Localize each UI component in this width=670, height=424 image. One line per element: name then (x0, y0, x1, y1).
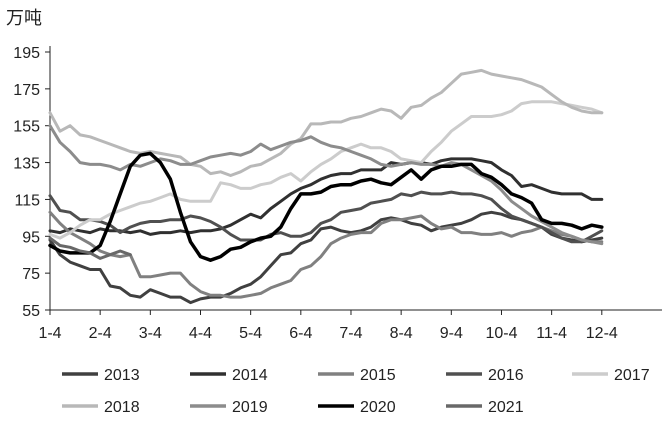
legend-item-2017: 2017 (572, 367, 650, 384)
y-tick-label: 115 (14, 192, 40, 209)
legend-item-2014: 2014 (190, 367, 268, 384)
x-tick-label: 4-4 (189, 325, 212, 342)
y-tick-label: 95 (22, 229, 40, 246)
series-line-2016 (48, 190, 604, 244)
series-line-2020 (48, 151, 604, 262)
x-tick-label: 8-4 (390, 325, 413, 342)
x-tick-label: 12-4 (586, 325, 618, 342)
legend-item-2019: 2019 (190, 399, 268, 416)
y-tick-label: 155 (13, 119, 40, 136)
x-tick-label: 11-4 (536, 325, 567, 342)
series-line-2018 (48, 68, 604, 177)
legend-label: 2014 (232, 367, 268, 384)
legend-label: 2020 (360, 399, 396, 416)
series-line-2014 (48, 157, 604, 236)
axes (45, 46, 662, 315)
legend-label: 2017 (614, 367, 650, 384)
legend-label: 2016 (488, 367, 524, 384)
x-tick-label: 1-4 (38, 325, 61, 342)
legend-item-2015: 2015 (318, 367, 396, 384)
legend-label: 2019 (232, 399, 268, 416)
y-axis-unit-label: 万吨 (6, 8, 42, 29)
legend-label: 2015 (360, 367, 396, 384)
legend-item-2020: 2020 (318, 399, 396, 416)
series-line-2019 (48, 124, 604, 246)
x-tick-label: 10-4 (485, 325, 517, 342)
x-tick-label: 5-4 (239, 325, 262, 342)
series-line-2021 (48, 236, 132, 260)
x-tick-label: 7-4 (339, 325, 362, 342)
x-tick-label: 2-4 (89, 325, 112, 342)
legend-label: 2021 (488, 399, 524, 416)
legend-item-2018: 2018 (62, 399, 140, 416)
y-tick-labels: 55 75 95 115 135 155 175 195 (13, 45, 40, 320)
x-tick-label: 9-4 (440, 325, 463, 342)
y-tick-label: 175 (13, 82, 40, 99)
legend: 2013 2014 2015 2016 2017 2018 2019 2020 2021 (62, 367, 650, 416)
legend-item-2021: 2021 (446, 399, 524, 416)
y-tick-label: 195 (13, 45, 40, 62)
y-tick-label: 55 (22, 303, 40, 320)
series-lines (48, 68, 604, 305)
series-line-2015 (48, 210, 604, 299)
legend-item-2013: 2013 (62, 367, 140, 384)
series-line-2017 (48, 100, 604, 240)
x-tick-label: 3-4 (139, 325, 162, 342)
x-tick-label: 6-4 (289, 325, 312, 342)
y-tick-label: 135 (13, 156, 40, 173)
legend-label: 2013 (104, 367, 140, 384)
series-line-2013 (48, 210, 604, 305)
legend-label: 2018 (104, 399, 140, 416)
y-tick-label: 75 (22, 266, 40, 283)
legend-item-2016: 2016 (446, 367, 524, 384)
x-tick-labels: 1-4 2-4 3-4 4-4 5-4 6-4 7-4 8-4 9-4 10-4 11-4 12-4 (38, 325, 617, 342)
